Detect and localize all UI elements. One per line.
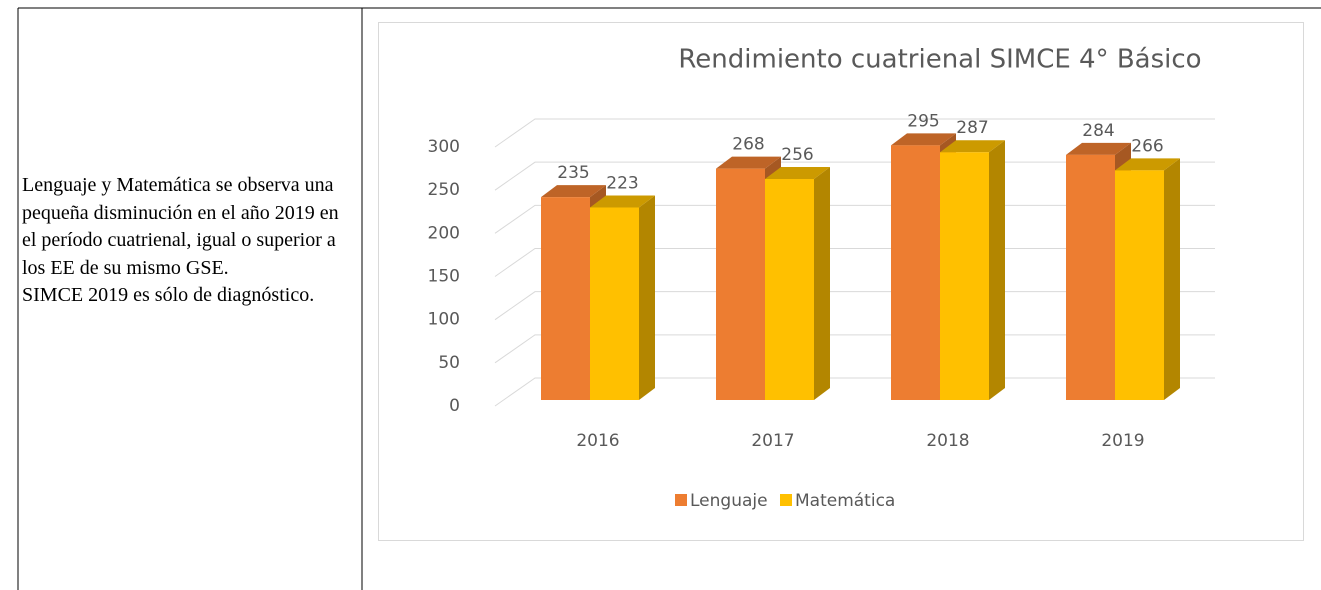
bar [940,140,1005,400]
x-tick-label: 2017 [751,431,794,451]
bar [1115,158,1180,400]
bar-face [1115,170,1164,400]
bar-face [765,178,814,400]
y-tick-label: 150 [428,267,460,287]
bar-face [1066,142,1131,155]
legend-label: Lenguaje [690,491,768,511]
paragraph: SIMCE 2019 es sólo de diagnóstico. [22,284,315,306]
y-tick-label: 50 [438,353,460,373]
bar-face [590,195,655,208]
bar-face [541,185,606,198]
value-label: 284 [1082,121,1114,141]
bar-face [1115,158,1180,171]
bar-face [940,140,1005,153]
x-tick-label: 2016 [576,431,619,451]
value-label: 295 [907,111,939,131]
legend-swatch [675,494,687,506]
bar-face [1066,154,1115,400]
x-tick-label: 2019 [1101,431,1144,451]
paragraph: Lenguaje y Matemática se observa una peq… [22,174,339,279]
value-label: 223 [606,173,638,193]
value-label: 266 [1131,136,1163,156]
bar [590,195,655,400]
legend-swatch [780,494,792,506]
bar-face [639,195,655,400]
bar-face [940,152,989,400]
bar [765,166,830,400]
value-label: 235 [557,163,589,183]
bar-face [590,207,639,400]
grid-line [494,118,1215,148]
y-tick-label: 200 [428,223,460,243]
bar-face [891,133,956,146]
y-tick-label: 100 [428,310,460,330]
value-label: 256 [781,145,813,165]
value-label: 287 [956,118,988,138]
y-tick-label: 0 [449,396,460,416]
bar-face [891,145,940,400]
value-label: 268 [732,135,764,155]
bar-face [989,140,1005,400]
bar-face [541,197,590,400]
text-cell: Lenguaje y Matemática se observa una peq… [22,172,357,310]
bar-face [1164,158,1180,400]
bar-face [716,156,781,169]
bar-face [814,166,830,400]
legend-label: Matemática [795,491,895,511]
chart-title: Rendimiento cuatrienal SIMCE 4° Básico [678,45,1201,75]
y-tick-label: 300 [428,137,460,157]
bar-face [716,168,765,400]
bar-face [765,166,830,179]
y-tick-label: 250 [428,180,460,200]
x-tick-label: 2018 [926,431,969,451]
